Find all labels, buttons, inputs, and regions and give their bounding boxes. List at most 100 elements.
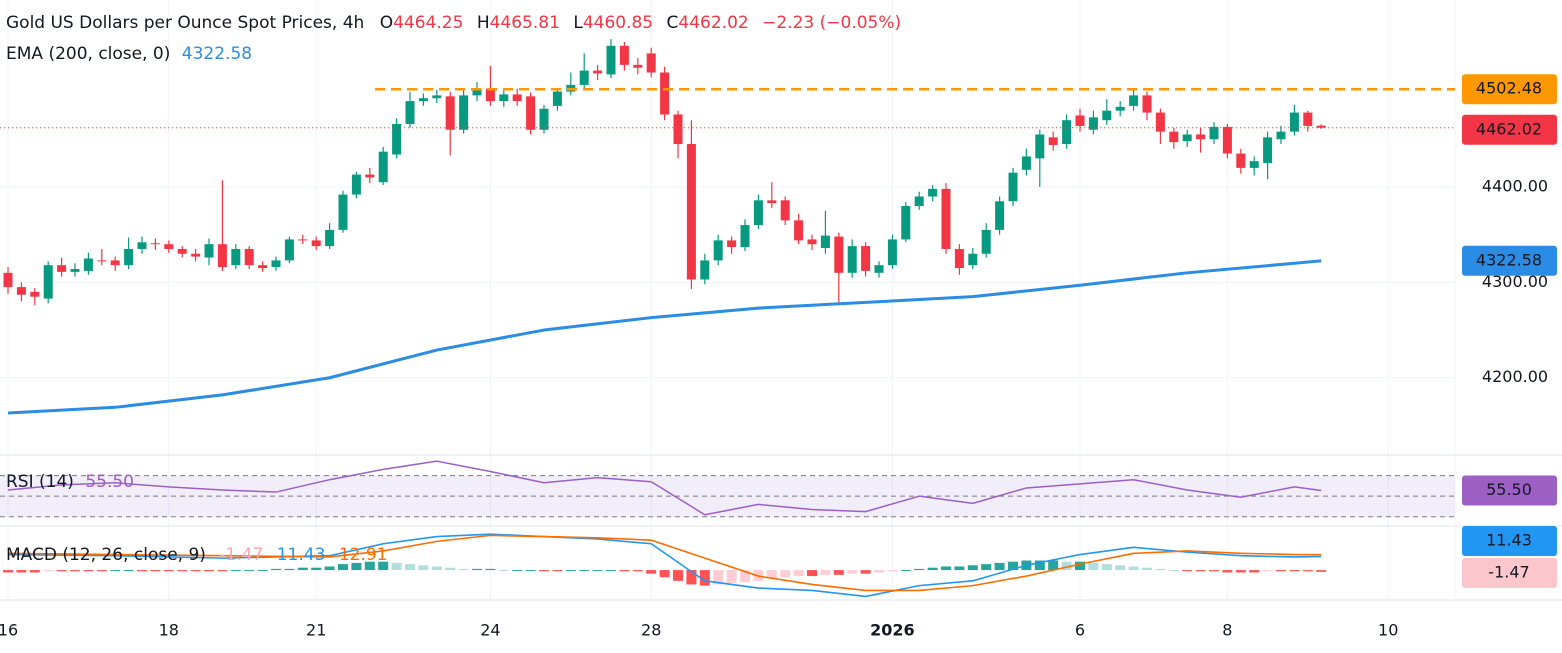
macd-histogram-bar: [43, 570, 54, 572]
macd-histogram-bar: [338, 564, 348, 571]
ema-line: [7, 259, 1322, 415]
candle-body: [418, 98, 428, 102]
rsi-name: RSI (14): [6, 472, 74, 492]
candle-body: [1196, 134, 1206, 140]
x-tick-label: 16: [0, 621, 18, 640]
candle-body: [941, 188, 951, 249]
header-line: Gold US Dollars per Ounce Spot Prices, 4…: [6, 13, 901, 33]
candle-body: [579, 70, 589, 85]
candle-body: [1035, 134, 1045, 159]
macd-histogram-bar: [1048, 560, 1059, 571]
macd-histogram-bar: [458, 568, 469, 571]
candle-body: [1209, 126, 1219, 140]
macd-histogram-bar: [498, 570, 509, 572]
candle-body: [164, 244, 174, 249]
ema-name: EMA (200, close, 0): [6, 44, 170, 64]
macd-histogram-bar: [29, 570, 40, 573]
candle-body: [954, 248, 964, 269]
change: −2.23 (−0.05%): [762, 13, 901, 33]
macd-histogram-bar: [994, 562, 1005, 571]
macd-histogram-bar: [793, 570, 804, 577]
macd-histogram-bar: [539, 570, 549, 572]
macd-histogram-bar: [847, 570, 858, 574]
candle-body: [124, 248, 134, 266]
candle-body: [834, 236, 844, 273]
macd-histogram-bar: [673, 570, 683, 581]
candle-body: [1088, 117, 1098, 130]
candle-body: [1182, 134, 1192, 142]
candle-body: [231, 248, 241, 266]
candle-body: [485, 88, 495, 102]
macd-histogram-bar: [579, 570, 590, 572]
candle-body: [1062, 120, 1072, 145]
candle-body: [619, 45, 629, 65]
macd-histogram-bar: [378, 561, 389, 571]
ema-value: 4322.58: [182, 44, 252, 64]
ohlc-value: 4460.85: [583, 13, 653, 33]
candle-body: [874, 265, 884, 273]
macd-histogram-bar: [1276, 570, 1286, 572]
ohlc-key: H: [477, 13, 490, 33]
candle-body: [861, 246, 871, 271]
macd-histogram-bar: [1262, 570, 1273, 572]
candle-body: [3, 272, 13, 288]
x-tick-label: 24: [480, 621, 500, 640]
candle-body: [914, 196, 924, 207]
macd-histogram-bar: [592, 570, 603, 572]
candle-body: [311, 240, 321, 247]
x-tick-label: 8: [1222, 621, 1232, 640]
candle-body: [753, 200, 763, 226]
macd-histogram-bar: [740, 570, 750, 583]
macd-histogram-bar: [1168, 570, 1179, 572]
rsi-legend: RSI (14) 55.50: [6, 472, 134, 492]
candle-body: [1048, 137, 1058, 145]
macd-histogram-bar: [96, 570, 107, 572]
candle-body: [1289, 112, 1299, 132]
candle-body: [1115, 106, 1125, 111]
candle-body: [57, 265, 67, 272]
macd-histogram-bar: [137, 570, 147, 572]
macd-histogram-bar: [485, 568, 496, 571]
candle-body: [526, 96, 536, 130]
rsi-last-label-box: [1462, 475, 1557, 506]
rsi-last-label: 55.50: [1486, 480, 1532, 499]
macd-histogram-bar: [981, 564, 992, 571]
hist-last-label: -1.47: [1488, 563, 1529, 582]
macd-histogram-bar: [217, 570, 228, 572]
macd-histogram-bar: [914, 568, 925, 571]
ohlc-key: L: [573, 13, 583, 33]
macd-histogram-bar: [56, 570, 67, 572]
macd-histogram-bar: [565, 570, 576, 572]
candle-body: [1169, 131, 1179, 143]
candle-body: [30, 291, 40, 297]
candle-body: [1021, 156, 1031, 170]
macd-histogram-bar: [780, 570, 791, 578]
candle-body: [499, 94, 509, 102]
y-tick-label: 4300.00: [1482, 272, 1548, 291]
macd-line: [7, 534, 1322, 592]
candle-body: [512, 94, 522, 102]
macd-histogram-bar: [1182, 570, 1193, 572]
macd-line: [7, 533, 1322, 598]
macd-hist-value: -1.47: [219, 545, 263, 565]
macd-histogram-bar: [1249, 570, 1260, 573]
macd-histogram-bar: [311, 567, 322, 571]
x-tick-label: 2026: [870, 621, 915, 640]
ohlc-value: 4465.81: [490, 13, 560, 33]
candle-body: [1316, 125, 1326, 128]
ema-label-box: [1462, 245, 1557, 276]
macd-histogram-bar: [1302, 570, 1313, 572]
macd-histogram-bar: [833, 570, 844, 575]
x-tick-label: 28: [641, 621, 661, 640]
macd-histogram-bar: [472, 568, 482, 571]
marks: [0, 39, 1455, 598]
candle-body: [445, 96, 455, 130]
macd-histogram-bar: [1075, 561, 1085, 571]
candle-body: [97, 260, 107, 262]
candle-body: [244, 248, 254, 266]
candle-body: [16, 287, 26, 295]
rsi-line: [7, 460, 1322, 516]
candle-body: [298, 239, 308, 241]
resistance-label-box: [1462, 74, 1557, 105]
